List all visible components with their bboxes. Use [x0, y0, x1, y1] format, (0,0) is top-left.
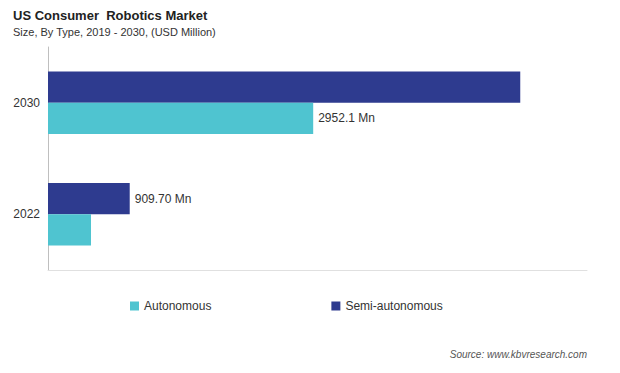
svg-text:2022: 2022: [13, 207, 40, 221]
svg-text:2952.1 Mn: 2952.1 Mn: [318, 111, 375, 125]
svg-text:2030: 2030: [13, 96, 40, 110]
svg-text:US Consumer Robotics Market: US Consumer Robotics Market: [13, 8, 208, 23]
svg-text:Semi-autonomous: Semi-autonomous: [345, 299, 442, 313]
svg-text:909.70 Mn: 909.70 Mn: [135, 192, 192, 206]
svg-text:Source: www.kbvresearch.com: Source: www.kbvresearch.com: [450, 349, 587, 360]
svg-text:Autonomous: Autonomous: [144, 299, 211, 313]
svg-text:Size, By Type, 2019 - 2030, (U: Size, By Type, 2019 - 2030, (USD Million…: [13, 26, 216, 38]
